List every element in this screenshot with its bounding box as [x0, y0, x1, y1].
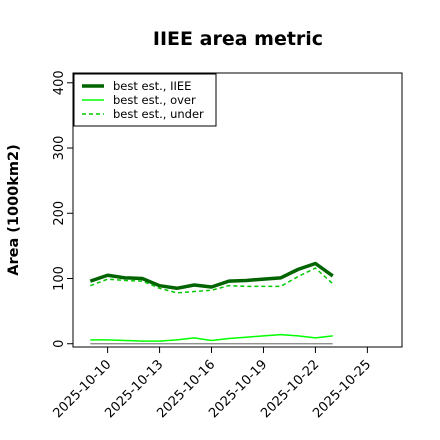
- y-tick-label: 100: [52, 266, 67, 291]
- y-tick-label: 400: [52, 70, 67, 95]
- series-line-best-est-iiee: [89, 261, 334, 291]
- legend-label: best est., IIEE: [113, 79, 191, 93]
- series-line-best-est-over: [90, 333, 333, 342]
- legend-label: best est., under: [113, 107, 204, 121]
- chart-title: IIEE area metric: [153, 28, 323, 50]
- legend-label: best est., over: [113, 93, 196, 107]
- y-tick-label: 300: [52, 136, 67, 161]
- y-tick-label: 0: [52, 340, 67, 348]
- plot-frame: [72, 72, 403, 348]
- y-axis-label: Area (1000km2): [6, 144, 22, 276]
- y-tick-label: 200: [52, 201, 67, 226]
